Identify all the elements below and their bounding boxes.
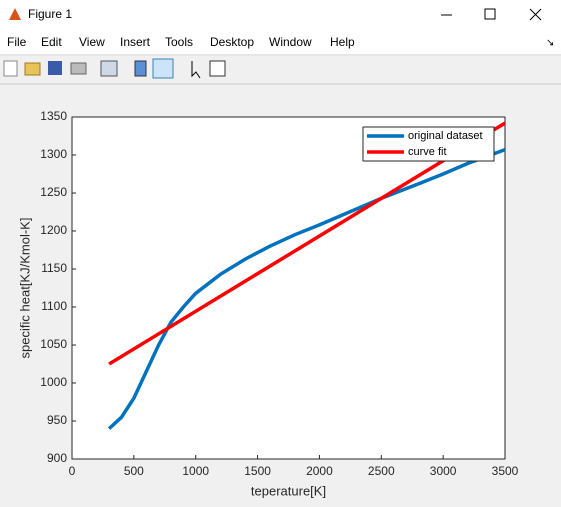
tool-open[interactable] [24, 62, 41, 76]
y-axis-label: specific heat[KJ/Kmol-K] [17, 218, 32, 359]
y-tick-label: 900 [47, 451, 67, 465]
app-icon [9, 8, 21, 20]
menu-item[interactable]: Desktop [210, 35, 254, 49]
menu-item[interactable]: Edit [41, 35, 62, 49]
y-tick-label: 1100 [41, 299, 67, 313]
y-tick-label: 1150 [41, 261, 67, 275]
y-tick-label: 1200 [40, 223, 67, 237]
x-tick-label: 3500 [492, 464, 519, 478]
y-tick-label: 1050 [40, 337, 67, 351]
tool-print[interactable] [70, 62, 87, 75]
tool-colorbar[interactable] [134, 60, 147, 77]
menu-bar [0, 30, 561, 54]
x-tick-label: 1500 [244, 464, 271, 478]
toolbar [3, 58, 226, 79]
title-bar [0, 0, 561, 30]
menu-item[interactable]: Tools [165, 35, 193, 49]
series-line [107, 148, 505, 430]
tool-save[interactable] [48, 61, 62, 75]
x-tick-label: 1000 [182, 464, 209, 478]
legend-box [362, 126, 495, 162]
tool-link[interactable] [100, 60, 118, 77]
y-tick-label: 1250 [40, 185, 67, 199]
tool-new[interactable] [3, 60, 18, 77]
tool-pointer[interactable] [191, 61, 201, 79]
y-tick-label: 1350 [40, 109, 67, 123]
y-tick-label: 950 [47, 413, 67, 427]
x-tick-label: 2500 [368, 464, 395, 478]
y-tick-label: 1000 [40, 375, 67, 389]
maximize[interactable] [484, 8, 496, 20]
menu-item[interactable]: Window [269, 35, 312, 49]
legend-label: curve fit [408, 146, 447, 158]
tool-plottools[interactable] [209, 60, 226, 77]
x-tick-label: 2000 [306, 464, 333, 478]
x-tick-label: 500 [124, 464, 144, 478]
menu-item[interactable]: File [7, 35, 27, 49]
menu-item[interactable]: View [79, 35, 105, 49]
x-tick-label: 0 [69, 464, 76, 478]
x-tick-label: 3000 [430, 464, 457, 478]
close[interactable] [529, 8, 542, 21]
series-line [108, 121, 505, 366]
x-axis-label: teperature[K] [251, 483, 326, 498]
tool-legend[interactable] [152, 58, 174, 79]
series-group [107, 121, 505, 430]
dock-arrow[interactable]: ↘ [546, 38, 554, 49]
plot-area [71, 116, 506, 460]
legend-label: original dataset [408, 130, 483, 142]
menu-item[interactable]: Help [330, 35, 355, 49]
y-tick-label: 1300 [40, 147, 67, 161]
menu-item[interactable]: Insert [120, 35, 151, 49]
window-title: Figure 1 [28, 7, 72, 21]
